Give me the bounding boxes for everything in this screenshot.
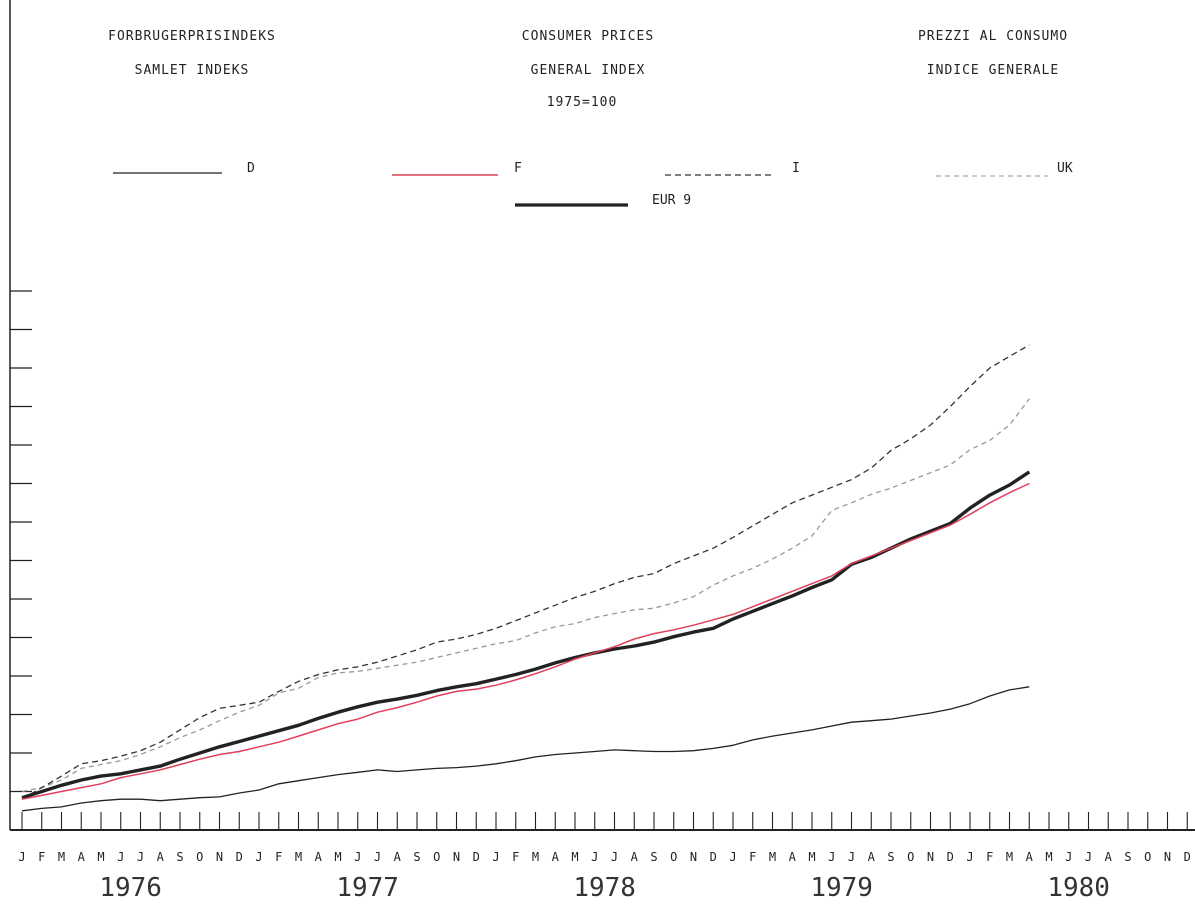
month-label: J bbox=[374, 850, 381, 864]
series-line-i bbox=[21, 344, 1030, 800]
legend-label-d: D bbox=[247, 161, 255, 176]
month-label: A bbox=[394, 850, 402, 864]
x-ticks bbox=[21, 812, 1188, 830]
month-label: D bbox=[236, 850, 243, 864]
month-label: F bbox=[749, 850, 756, 864]
month-label: M bbox=[1045, 850, 1052, 864]
month-label: J bbox=[848, 850, 855, 864]
month-label: F bbox=[986, 850, 993, 864]
month-label: J bbox=[966, 850, 973, 864]
month-label: A bbox=[315, 850, 323, 864]
month-label: M bbox=[334, 850, 341, 864]
header-right-line1: PREZZI AL CONSUMO bbox=[918, 29, 1068, 44]
month-label: J bbox=[117, 850, 124, 864]
month-label: M bbox=[295, 850, 302, 864]
month-label: J bbox=[729, 850, 736, 864]
month-label: N bbox=[927, 850, 934, 864]
month-label: M bbox=[97, 850, 104, 864]
legend-label-i: I bbox=[792, 161, 800, 176]
chart-title: CONSUMER PRICES bbox=[522, 29, 654, 44]
month-label: A bbox=[631, 850, 639, 864]
month-label: N bbox=[690, 850, 697, 864]
month-label: F bbox=[38, 850, 45, 864]
month-label: O bbox=[1144, 850, 1151, 864]
series-line-eur9 bbox=[21, 470, 1031, 800]
year-label: 1979 bbox=[810, 873, 873, 903]
legend-label-f: F bbox=[514, 161, 522, 176]
month-label: M bbox=[1006, 850, 1013, 864]
month-label: J bbox=[611, 850, 618, 864]
year-labels: 1976 1977 1978 1979 1980 bbox=[99, 873, 1110, 903]
month-label: S bbox=[650, 850, 657, 864]
year-label: 1976 bbox=[99, 873, 162, 903]
month-label: O bbox=[907, 850, 914, 864]
month-label: S bbox=[413, 850, 420, 864]
header-left-line1: FORBRUGERPRISINDEKS bbox=[108, 29, 276, 44]
month-label: D bbox=[473, 850, 480, 864]
month-label: N bbox=[1164, 850, 1171, 864]
month-label: A bbox=[552, 850, 560, 864]
month-label: J bbox=[137, 850, 144, 864]
month-label: D bbox=[947, 850, 954, 864]
month-label: A bbox=[1105, 850, 1113, 864]
legend-label-eur9: EUR 9 bbox=[652, 193, 691, 208]
series-lines bbox=[21, 344, 1031, 812]
series-line-f bbox=[21, 482, 1030, 800]
month-label: J bbox=[591, 850, 598, 864]
month-label: O bbox=[196, 850, 203, 864]
month-label: F bbox=[512, 850, 519, 864]
month-label: D bbox=[1184, 850, 1191, 864]
month-label: J bbox=[492, 850, 499, 864]
month-label: J bbox=[18, 850, 25, 864]
month-label: N bbox=[216, 850, 223, 864]
month-label: N bbox=[453, 850, 460, 864]
series-line-d bbox=[21, 686, 1030, 812]
month-label: D bbox=[710, 850, 717, 864]
month-label: A bbox=[78, 850, 86, 864]
legend: D F I UK EUR 9 bbox=[113, 161, 1073, 208]
month-label: S bbox=[887, 850, 894, 864]
year-label: 1977 bbox=[336, 873, 399, 903]
month-label: J bbox=[255, 850, 262, 864]
month-label: M bbox=[769, 850, 776, 864]
month-label: J bbox=[354, 850, 361, 864]
month-label: J bbox=[1085, 850, 1092, 864]
month-label: A bbox=[157, 850, 165, 864]
month-label: A bbox=[789, 850, 797, 864]
legend-label-uk: UK bbox=[1057, 161, 1073, 176]
month-label: M bbox=[58, 850, 65, 864]
month-label: S bbox=[176, 850, 183, 864]
series-line-uk bbox=[21, 398, 1030, 793]
month-label: M bbox=[571, 850, 578, 864]
base-year-label: 1975=100 bbox=[547, 95, 618, 110]
month-label: A bbox=[1026, 850, 1034, 864]
chart-subtitle: GENERAL INDEX bbox=[531, 63, 646, 78]
month-label: M bbox=[532, 850, 539, 864]
month-label: J bbox=[828, 850, 835, 864]
header-right-line2: INDICE GENERALE bbox=[927, 63, 1059, 78]
month-label: O bbox=[670, 850, 677, 864]
header-left-line2: SAMLET INDEKS bbox=[135, 63, 250, 78]
year-label: 1978 bbox=[573, 873, 636, 903]
year-label: 1980 bbox=[1047, 873, 1110, 903]
y-ticks bbox=[10, 290, 32, 793]
month-label: A bbox=[868, 850, 876, 864]
month-label: O bbox=[433, 850, 440, 864]
month-label: F bbox=[275, 850, 282, 864]
month-label: S bbox=[1124, 850, 1131, 864]
month-label: M bbox=[808, 850, 815, 864]
month-label: J bbox=[1065, 850, 1072, 864]
